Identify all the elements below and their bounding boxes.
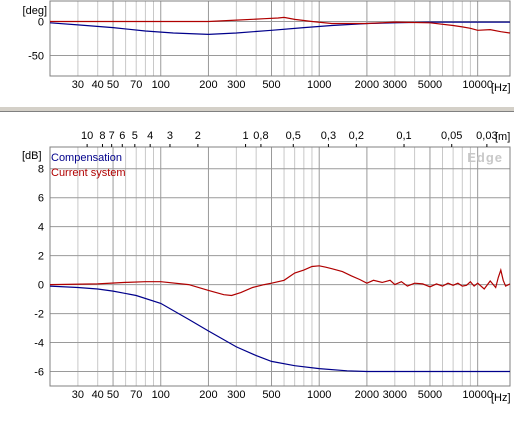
phase-x-tick-label: 40 <box>92 79 104 91</box>
phase-chart-panel[interactable]: 0 -50 30 40 50 70 100 200 300 500 1000 2000 3000 5000… <box>0 0 514 106</box>
magnitude-freq-unit-label: [Hz] <box>491 392 511 404</box>
magnitude-x-tick-label: 2000 <box>355 389 379 401</box>
panel-splitter[interactable] <box>0 106 514 112</box>
magnitude-wavelength-tick-label: 3 <box>167 130 173 142</box>
magnitude-wavelength-tick-label: 0,5 <box>286 130 301 142</box>
magnitude-chart[interactable]: 8 6 4 2 0 -2 -4 -6 30 40 50 70 100 200 300 500 1000 2000 3… <box>0 112 514 417</box>
magnitude-x-tick-label: 30 <box>72 389 84 401</box>
magnitude-x-tick-label: 50 <box>107 389 119 401</box>
magnitude-x-tick-label: 40 <box>92 389 104 401</box>
magnitude-x-tick-label: 5000 <box>418 389 442 401</box>
magnitude-x-tick-label: 10000 <box>462 389 493 401</box>
magnitude-grid <box>49 147 510 386</box>
phase-x-tick-label: 1000 <box>307 79 331 91</box>
phase-y-tick-label: -50 <box>28 51 44 63</box>
magnitude-wavelength-tick-label: 10 <box>81 130 93 142</box>
magnitude-wavelength-tick-label: 2 <box>195 130 201 142</box>
phase-series-1 <box>50 16 511 34</box>
magnitude-wavelength-tick-label: 0,3 <box>321 130 336 142</box>
magnitude-chart-panel[interactable]: 8 6 4 2 0 -2 -4 -6 30 40 50 70 100 200 300 500 1000 2000 3… <box>0 112 514 417</box>
magnitude-y-tick-label: 2 <box>38 251 44 263</box>
phase-x-tick-label: 2000 <box>355 79 379 91</box>
magnitude-x-tick-label: 500 <box>262 389 280 401</box>
magnitude-series-current-system <box>49 265 511 297</box>
edge-watermark: Edge <box>467 150 503 165</box>
phase-x-tick-label: 50 <box>107 79 119 91</box>
magnitude-y-tick-label: 0 <box>38 280 44 292</box>
magnitude-wavelength-tick-label: 7 <box>109 130 115 142</box>
magnitude-y-tick-label: -6 <box>34 367 44 379</box>
legend-compensation: Compensation <box>51 152 122 164</box>
magnitude-x-tick-label: 200 <box>199 389 217 401</box>
phase-x-tick-label: 5000 <box>418 79 442 91</box>
magnitude-wavelength-tick-label: 1 <box>243 130 249 142</box>
phase-x-tick-label: 10000 <box>462 79 493 91</box>
magnitude-y-tick-label: 8 <box>38 164 44 176</box>
phase-x-tick-label: 70 <box>130 79 142 91</box>
phase-chart[interactable]: 0 -50 30 40 50 70 100 200 300 500 1000 2000 3000 5000… <box>0 0 514 106</box>
magnitude-x-tick-label: 70 <box>130 389 142 401</box>
magnitude-wavelength-tick-label: 6 <box>119 130 125 142</box>
phase-x-tick-label: 3000 <box>383 79 407 91</box>
phase-x-tick-label: 200 <box>199 79 217 91</box>
phase-x-tick-label: 500 <box>262 79 280 91</box>
magnitude-y-tick-label: 6 <box>38 193 44 205</box>
magnitude-y-tick-label: -4 <box>34 338 44 350</box>
magnitude-x-tick-label: 300 <box>227 389 245 401</box>
magnitude-y-tick-label: -2 <box>34 309 44 321</box>
magnitude-x-tick-label: 1000 <box>307 389 331 401</box>
phase-x-tick-label: 300 <box>227 79 245 91</box>
wavelength-unit-label: [m] <box>495 131 510 143</box>
phase-grid <box>49 1 510 76</box>
magnitude-wavelength-tick-label: 0,05 <box>441 130 462 142</box>
phase-unit-label: [deg] <box>23 5 47 17</box>
magnitude-x-tick-label: 100 <box>152 389 170 401</box>
magnitude-wavelength-tick-label: 4 <box>147 130 153 142</box>
magnitude-wavelength-tick-label: 0,03 <box>476 130 497 142</box>
phase-x-tick-label: 100 <box>152 79 170 91</box>
magnitude-y-tick-label: 4 <box>38 222 44 234</box>
magnitude-x-tick-label: 3000 <box>383 389 407 401</box>
magnitude-plot-frame <box>49 146 511 387</box>
magnitude-wavelength-tick-label: 0,2 <box>349 130 364 142</box>
phase-freq-unit-label: [Hz] <box>491 82 511 94</box>
magnitude-wavelength-tick-label: 5 <box>132 130 138 142</box>
magnitude-wavelength-tick-label: 0,1 <box>396 130 411 142</box>
phase-plot-frame <box>49 0 511 77</box>
magnitude-wavelength-tick-label: 0,8 <box>253 130 268 142</box>
magnitude-unit-label: [dB] <box>22 150 42 162</box>
magnitude-wavelength-tick-label: 8 <box>99 130 105 142</box>
phase-x-tick-label: 30 <box>72 79 84 91</box>
legend-current-system: Current system <box>51 167 126 179</box>
magnitude-series-compensation <box>49 285 510 373</box>
phase-y-tick-label: 0 <box>38 16 44 28</box>
